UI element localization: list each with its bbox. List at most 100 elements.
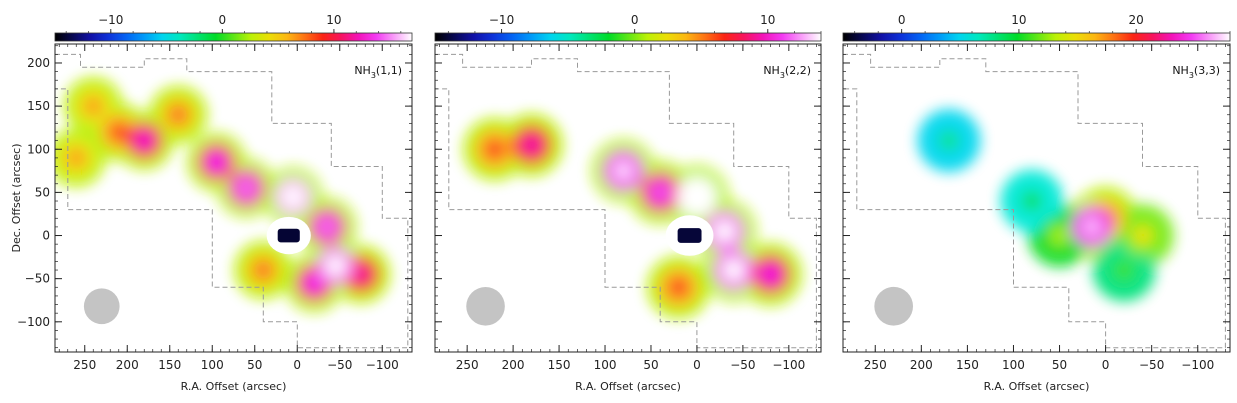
- molecule-label-transition: (3,3): [1194, 64, 1220, 77]
- beam-circle: [83, 288, 120, 325]
- emission-peak: [317, 217, 337, 237]
- colorbar-tick-label: 0: [631, 13, 639, 27]
- molecule-label-subscript: 3: [371, 71, 376, 80]
- y-axis-title: Dec. Offset (arcsec): [10, 143, 23, 252]
- plot-frame: [842, 43, 1231, 353]
- x-tick-label: 150: [158, 358, 181, 372]
- coverage-outline: [55, 53, 409, 349]
- emission-peak: [236, 178, 256, 198]
- emission-peak: [283, 187, 303, 207]
- colorbar-tick-label: −10: [98, 13, 123, 27]
- emission-peak: [1113, 259, 1135, 281]
- colorbar: [842, 32, 1231, 42]
- molecule-label-transition: (1,1): [376, 64, 402, 77]
- molecule-label-main: NH: [1172, 64, 1189, 77]
- colorbar-tick-label: 10: [1011, 13, 1026, 27]
- x-tick-label: 50: [247, 358, 262, 372]
- x-tick-label: 50: [1052, 358, 1067, 372]
- molecule-label: NH3(2,2): [763, 64, 811, 80]
- colorbar: [54, 32, 413, 42]
- x-tick-label: 0: [293, 358, 301, 372]
- y-tick-label: −100: [17, 315, 50, 329]
- y-tick-label: 150: [27, 99, 50, 113]
- colorbar-tick-label: 20: [1129, 13, 1144, 27]
- beam-circle: [874, 286, 914, 326]
- x-axis-title: R.A. Offset (arcsec): [984, 380, 1090, 393]
- beam-circle: [466, 286, 505, 326]
- emission-peak: [613, 160, 634, 181]
- emission-peak: [66, 148, 86, 168]
- colorbar-tick-label: −10: [489, 13, 514, 27]
- colorbar-tick-label: 0: [219, 13, 227, 27]
- colorbar-tick-label: 0: [898, 13, 906, 27]
- emission-layer: [55, 77, 390, 312]
- absorption-core: [677, 228, 702, 243]
- x-axis-title: R.A. Offset (arcsec): [181, 380, 287, 393]
- x-tick-label: 200: [910, 358, 933, 372]
- emission-peak: [760, 264, 781, 285]
- emission-peak: [109, 122, 129, 142]
- y-tick-label: 200: [27, 56, 50, 70]
- x-tick-label: 200: [502, 358, 525, 372]
- emission-peak: [668, 277, 689, 298]
- emission-peak: [1049, 225, 1070, 246]
- emission-peak: [351, 265, 371, 284]
- molecule-label-subscript: 3: [780, 71, 785, 80]
- emission-peak: [650, 182, 671, 203]
- molecule-label-transition: (2,2): [785, 64, 811, 77]
- x-tick-label: 150: [548, 358, 571, 372]
- x-axis-title: R.A. Offset (arcsec): [575, 380, 681, 393]
- emission-peak: [207, 152, 226, 172]
- colorbar-tick-label: 10: [326, 13, 341, 27]
- molecule-label: NH3(1,1): [354, 64, 402, 80]
- x-tick-label: 250: [73, 358, 96, 372]
- x-tick-label: 150: [956, 358, 979, 372]
- x-tick-label: −50: [730, 358, 755, 372]
- molecule-label-main: NH: [354, 64, 371, 77]
- x-tick-label: 50: [643, 358, 658, 372]
- emission-peak: [1132, 225, 1153, 246]
- x-tick-label: −50: [1139, 358, 1164, 372]
- plot-frame: [434, 43, 822, 353]
- colorbar: [434, 32, 822, 42]
- x-tick-label: −50: [327, 358, 352, 372]
- emission-peak: [723, 259, 744, 281]
- x-tick-label: 250: [456, 358, 479, 372]
- y-tick-label: 0: [42, 229, 50, 243]
- x-tick-label: 0: [1102, 358, 1110, 372]
- emission-peak: [938, 130, 960, 151]
- y-tick-label: 50: [35, 185, 50, 199]
- emission-peak: [1081, 216, 1102, 238]
- emission-peak: [304, 273, 324, 293]
- x-tick-label: −100: [772, 358, 805, 372]
- emission-peak: [521, 134, 542, 156]
- molecule-label: NH3(3,3): [1172, 64, 1220, 80]
- plot-frame: [54, 43, 413, 353]
- y-tick-label: −50: [25, 272, 50, 286]
- colorbar-tick-label: 10: [760, 13, 775, 27]
- molecule-label-main: NH: [763, 64, 780, 77]
- coverage-outline: [435, 53, 817, 349]
- emission-peak: [83, 96, 103, 116]
- x-tick-label: −100: [1181, 358, 1214, 372]
- emission-peak: [134, 131, 154, 150]
- coverage-outline: [843, 53, 1226, 349]
- emission-peak: [168, 105, 188, 125]
- x-tick-label: −100: [366, 358, 399, 372]
- emission-peak: [253, 260, 273, 280]
- y-tick-label: 100: [27, 142, 50, 156]
- x-tick-label: 100: [201, 358, 224, 372]
- emission-peak: [1021, 190, 1043, 212]
- emission-map: [55, 53, 409, 349]
- emission-map: [435, 53, 817, 349]
- panel-3: 0 10 20 250 200 150 100 50 0 −50 −100 R.A. Offset (…: [842, 13, 1231, 393]
- emission-map: [843, 53, 1226, 349]
- x-tick-label: 200: [116, 358, 139, 372]
- emission-layer: [917, 109, 1174, 302]
- x-tick-label: 250: [864, 358, 887, 372]
- emission-peak: [326, 256, 345, 276]
- x-tick-label: 100: [1002, 358, 1025, 372]
